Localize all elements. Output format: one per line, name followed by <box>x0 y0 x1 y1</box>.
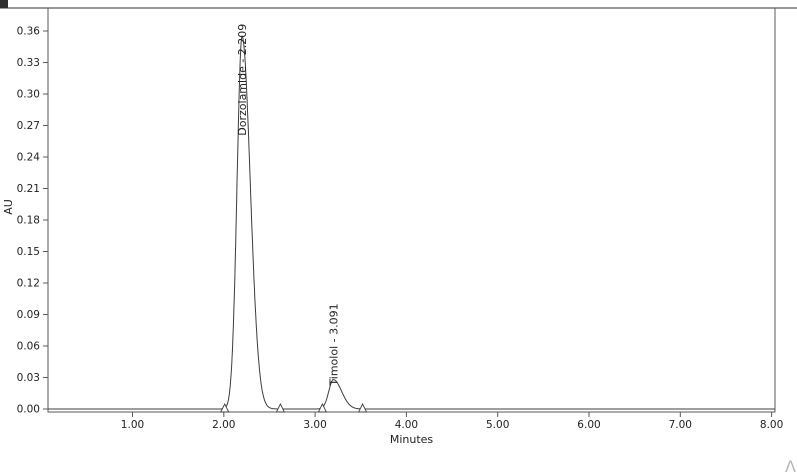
svg-text:2.00: 2.00 <box>212 419 235 431</box>
svg-text:0.15: 0.15 <box>17 246 40 258</box>
svg-text:1.00: 1.00 <box>121 419 144 431</box>
svg-text:3.00: 3.00 <box>303 419 326 431</box>
corner-artifact: Λ <box>785 457 796 472</box>
svg-text:Dorzolamide - 2.209: Dorzolamide - 2.209 <box>236 24 249 136</box>
svg-text:0.06: 0.06 <box>17 341 41 353</box>
svg-text:0.27: 0.27 <box>17 120 40 132</box>
svg-text:5.00: 5.00 <box>486 419 509 431</box>
svg-text:0.09: 0.09 <box>17 309 40 321</box>
x-axis-title: Minutes <box>389 433 434 446</box>
corner-mark <box>0 0 8 8</box>
svg-text:0.12: 0.12 <box>17 278 40 290</box>
svg-text:8.00: 8.00 <box>760 419 783 431</box>
svg-text:4.00: 4.00 <box>395 419 418 431</box>
svg-text:0.18: 0.18 <box>17 215 40 227</box>
svg-text:0.36: 0.36 <box>17 26 41 38</box>
svg-text:0.00: 0.00 <box>17 404 40 416</box>
svg-text:7.00: 7.00 <box>669 419 692 431</box>
svg-text:0.33: 0.33 <box>17 57 40 69</box>
y-axis-title: AU <box>2 199 15 215</box>
svg-text:6.00: 6.00 <box>577 419 600 431</box>
svg-text:0.21: 0.21 <box>17 183 40 195</box>
svg-text:0.24: 0.24 <box>17 152 41 164</box>
svg-text:Timolol - 3.091: Timolol - 3.091 <box>327 303 340 386</box>
svg-text:0.30: 0.30 <box>17 89 40 101</box>
svg-text:0.03: 0.03 <box>17 372 40 384</box>
